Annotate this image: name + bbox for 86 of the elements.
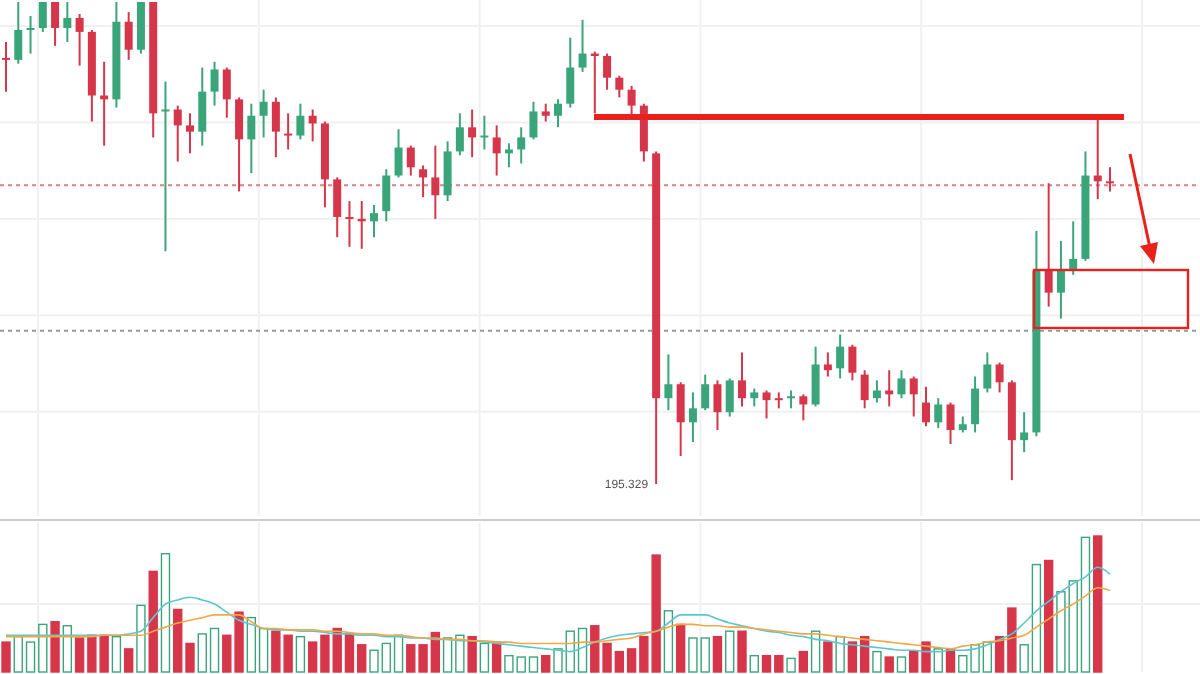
candlestick: [333, 176, 342, 239]
candlestick: [431, 144, 440, 220]
candlestick: [971, 375, 980, 434]
bar: [467, 635, 477, 673]
candlestick: [725, 377, 734, 418]
candlestick: [603, 52, 612, 91]
candlestick: [161, 80, 170, 253]
candlestick: [922, 385, 930, 428]
candlestick: [370, 203, 378, 239]
candlestick: [701, 373, 710, 412]
candlestick: [296, 102, 305, 141]
bar: [798, 650, 809, 673]
candlestick: [627, 84, 636, 119]
bar: [50, 620, 60, 673]
candlestick: [173, 104, 182, 163]
candlestick: [823, 351, 832, 378]
candlestick: [517, 126, 526, 165]
candlestick: [872, 379, 881, 404]
candlestick: [345, 200, 354, 248]
candlestick: [38, 1, 47, 33]
candlestick: [909, 375, 918, 418]
candlestick: [468, 108, 477, 159]
candlestick: [247, 102, 256, 175]
candlestick: [885, 369, 894, 408]
candlestick: [75, 13, 84, 67]
candlestick: [14, 1, 23, 65]
candlestick: [1056, 240, 1065, 320]
candlestick: [934, 397, 943, 430]
bar: [737, 630, 747, 673]
candlestick: [848, 343, 857, 382]
candlestick: [504, 142, 513, 169]
candlestick: [186, 112, 194, 155]
candlestick: [259, 88, 268, 139]
candlestick: [284, 112, 293, 151]
candlestick: [615, 74, 624, 99]
candlestick: [235, 96, 244, 193]
candlestick: [676, 381, 685, 458]
candlestick: [983, 351, 992, 394]
candlestick: [897, 369, 906, 400]
candlestick: [443, 140, 452, 203]
candlestick: [136, 1, 145, 55]
candlestick: [1020, 411, 1029, 454]
candlestick: [578, 18, 587, 73]
candlestick: [995, 361, 1004, 394]
bar: [148, 570, 158, 673]
candlestick: [222, 66, 231, 119]
candlestick: [308, 108, 317, 143]
candlestick: [799, 393, 808, 422]
candlestick: [394, 128, 403, 179]
candlestick: [1106, 166, 1114, 193]
candlestick: [124, 11, 133, 61]
candlestick: [738, 351, 746, 408]
candlestick: [688, 391, 697, 444]
candlestick: [455, 112, 464, 157]
candlestick: [51, 1, 60, 47]
candlestick: [198, 66, 207, 147]
bar: [712, 635, 723, 673]
bar: [1, 641, 11, 673]
candlestick: [406, 144, 415, 177]
candlestick: [713, 379, 722, 432]
candlestick: [860, 369, 869, 410]
candlestick: [419, 164, 428, 199]
candlestick: [26, 14, 35, 55]
candlestick: [554, 98, 562, 129]
candlestick: [2, 41, 10, 93]
candlestick: [566, 36, 575, 109]
candlestick: [480, 114, 489, 151]
bar: [123, 648, 134, 673]
candlestick: [836, 333, 845, 380]
candlestick: [1044, 182, 1053, 308]
candlestick: [271, 96, 280, 159]
candlestick: [210, 60, 219, 107]
candlestick: [382, 168, 391, 223]
candlestick: [664, 353, 673, 412]
candlestick: [762, 389, 771, 420]
bar: [884, 656, 894, 673]
bar: [675, 623, 686, 673]
bar: [823, 641, 833, 673]
candlestick: [946, 401, 955, 445]
bar: [541, 654, 551, 673]
candlestick: [811, 345, 820, 408]
bar: [1093, 535, 1103, 673]
candlestick: [63, 1, 72, 44]
candlestick: [529, 100, 538, 141]
candlestick: [492, 124, 501, 177]
bar: [1043, 559, 1054, 673]
